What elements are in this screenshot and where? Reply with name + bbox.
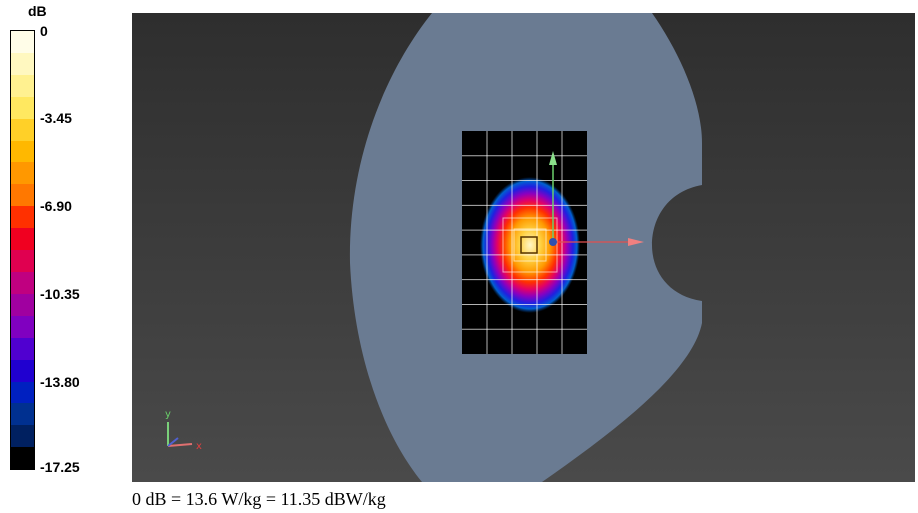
- colorbar-segment: [11, 293, 34, 316]
- colorbar-tick-label: -6.90: [40, 198, 72, 214]
- probe-axes: [549, 151, 644, 246]
- colorbar-title: dB: [28, 3, 47, 19]
- zoom-scan-squares: [502, 217, 558, 273]
- colorbar-segment: [11, 140, 34, 163]
- colorbar-segment: [11, 184, 34, 207]
- sar-scene: y x: [165, 13, 702, 482]
- colorbar-tick-label: -10.35: [40, 286, 80, 302]
- sar-hotspot: [480, 177, 580, 313]
- colorbar-segment: [11, 118, 34, 141]
- colorbar-tick-label: -3.45: [40, 110, 72, 126]
- colorbar-segment: [11, 271, 34, 294]
- colorbar-segment: [11, 74, 34, 97]
- colorbar-segment: [11, 228, 34, 251]
- colorbar-segment: [11, 52, 34, 75]
- axis-x-label: x: [196, 441, 202, 452]
- colorbar-segment: [11, 206, 34, 229]
- colorbar-segment: [11, 425, 34, 448]
- scan-grid: [462, 131, 587, 354]
- colorbar-segment: [11, 447, 34, 470]
- colorbar-segment: [11, 359, 34, 382]
- colorbar-segment: [11, 31, 34, 53]
- colorbar: [10, 30, 35, 470]
- colorbar-tick-label: -13.80: [40, 374, 80, 390]
- colorbar-segment: [11, 403, 34, 426]
- colorbar-segment: [11, 250, 34, 272]
- colorbar-segment: [11, 337, 34, 360]
- colorbar-segment: [11, 381, 34, 404]
- orientation-triad: y x: [165, 409, 202, 452]
- reference-caption: 0 dB = 13.6 W/kg = 11.35 dBW/kg: [132, 489, 386, 509]
- colorbar-segment: [11, 315, 34, 338]
- colorbar-segment: [11, 162, 34, 185]
- 3d-viewport[interactable]: y x: [132, 13, 915, 482]
- colorbar-segment: [11, 96, 34, 119]
- colorbar-tick-label: -17.25: [40, 459, 80, 475]
- axis-y-label: y: [165, 409, 171, 420]
- colorbar-tick-label: 0: [40, 23, 48, 39]
